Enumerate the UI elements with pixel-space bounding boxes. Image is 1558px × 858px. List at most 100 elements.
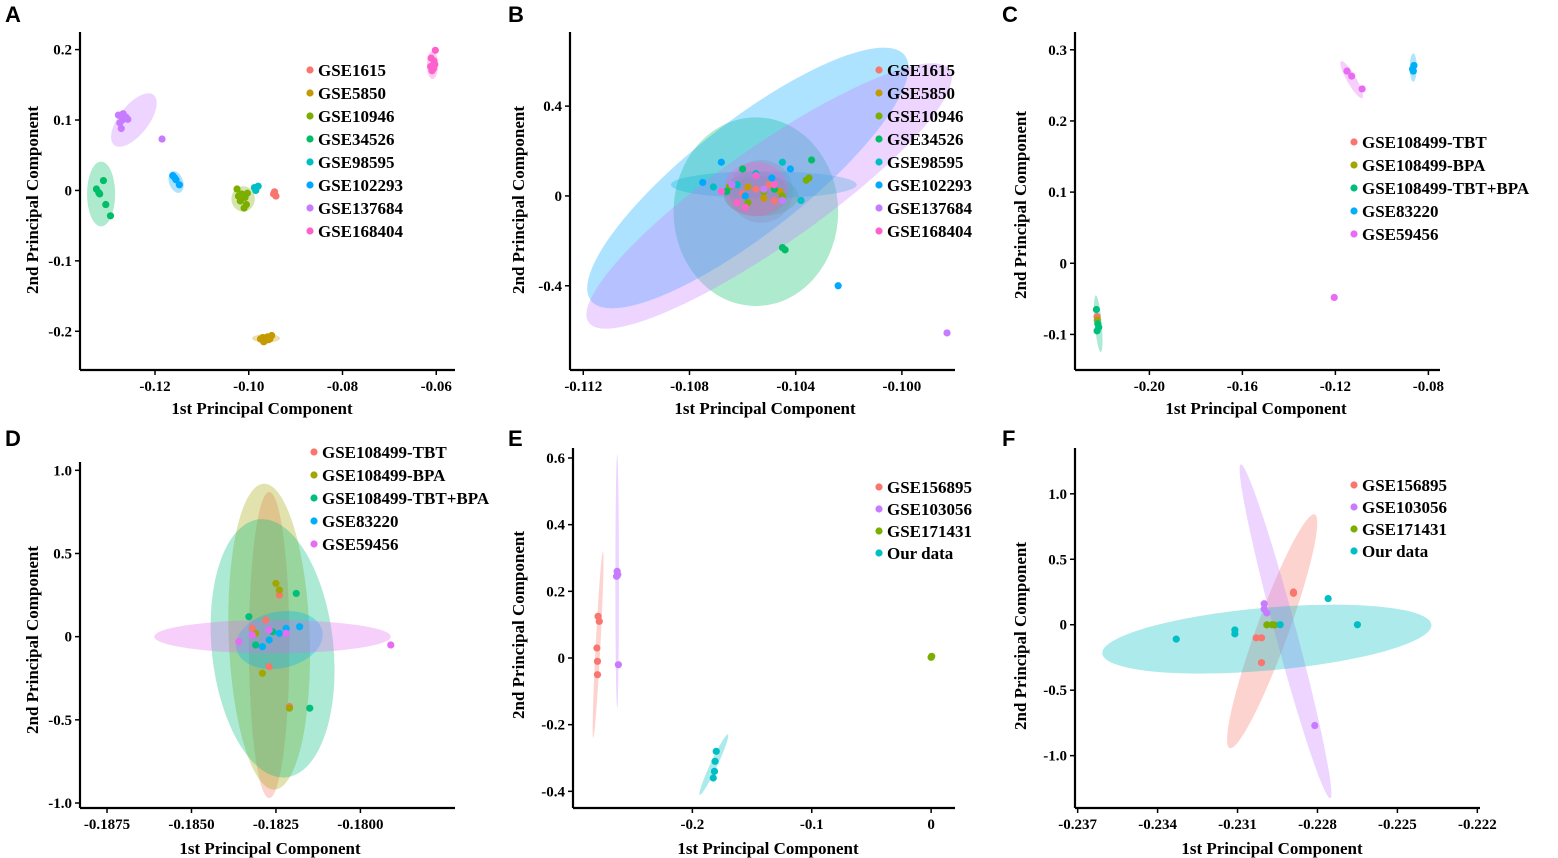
data-point-gse108499-bpa [285, 704, 294, 712]
y-tick-label: -0.2 [541, 718, 565, 734]
x-tick-label: -0.20 [1134, 379, 1165, 395]
data-point-gse171431 [1271, 621, 1279, 629]
data-point-gse156895 [1252, 634, 1260, 642]
y-tick-label: 0 [65, 183, 73, 199]
x-tick-label: -0.06 [421, 379, 453, 395]
x-tick-label: -0.225 [1378, 817, 1417, 833]
x-tick-label: -0.10 [233, 379, 264, 395]
data-point-gse108499-tbt [275, 591, 283, 599]
legend-label: GSE156895 [887, 478, 972, 497]
legend-label: GSE10946 [887, 107, 964, 126]
x-tick-label: -0.16 [1227, 379, 1259, 395]
y-tick-label: 0.4 [543, 99, 562, 115]
panel-letter: D [5, 426, 21, 451]
data-point-gse108499-bpa [272, 579, 280, 588]
legend-label: GSE108499-TBT+BPA [322, 489, 490, 508]
data-point-gse34526 [781, 246, 789, 254]
y-tick-label: -1.0 [48, 796, 72, 812]
y-tick-label: 0 [1060, 618, 1068, 634]
data-point-gse59456 [265, 626, 273, 634]
x-tick-label: -0.104 [776, 379, 815, 395]
data-point-gse137684 [116, 119, 124, 127]
legend-label: GSE137684 [318, 199, 404, 218]
legend-label: GSE59456 [1362, 225, 1439, 244]
data-point-gse156895 [593, 671, 602, 679]
y-tick-label: 0.1 [1048, 185, 1067, 201]
data-point-gse137684 [119, 110, 127, 118]
confidence-ellipse-gse59456 [154, 620, 391, 654]
y-tick-label: -0.4 [541, 784, 565, 800]
data-point-gse98595 [252, 186, 260, 195]
legend-label: GSE168404 [887, 222, 973, 241]
data-point-gse34526 [99, 176, 108, 185]
data-point-gse137684 [760, 185, 768, 193]
x-axis-label: 1st Principal Component [1181, 839, 1363, 858]
data-point-gse59456 [1358, 85, 1366, 93]
legend-key [875, 549, 883, 557]
legend-key [306, 135, 314, 143]
data-point-gse34526 [95, 188, 103, 197]
y-tick-label: -0.1 [48, 254, 72, 270]
confidence-ellipse-gse156895 [1227, 514, 1318, 749]
data-point-gse34526 [738, 165, 747, 173]
legend-label: GSE5850 [887, 84, 955, 103]
legend-key [1350, 184, 1358, 192]
data-point-gse98595 [797, 196, 805, 205]
x-tick-label: -0.100 [883, 379, 922, 395]
y-axis-label: 2nd Principal Component [509, 106, 528, 294]
data-point-gse168404 [741, 203, 749, 211]
legend-label: GSE83220 [1362, 202, 1439, 221]
y-tick-label: 1.0 [53, 463, 72, 479]
data-point-our-data [711, 757, 719, 765]
data-point-gse137684 [778, 196, 787, 205]
data-point-gse59456 [248, 631, 256, 639]
data-point-our-data [712, 747, 720, 755]
legend-key [875, 204, 883, 212]
data-point-gse137684 [124, 115, 132, 123]
legend-key [306, 66, 314, 74]
data-point-gse156895 [1257, 634, 1266, 642]
confidence-ellipse-gse102293 [587, 47, 909, 309]
y-tick-label: -0.4 [538, 279, 562, 295]
data-point-gse83220 [295, 623, 304, 631]
data-point-gse168404 [733, 199, 741, 207]
data-point-gse171431 [1263, 621, 1271, 629]
x-tick-label: -0.108 [670, 379, 709, 395]
data-point-gse1615 [269, 190, 278, 198]
legend-key [1350, 230, 1358, 238]
data-point-gse102293 [741, 192, 749, 200]
y-tick-label: 1.0 [1048, 487, 1067, 503]
data-point-gse156895 [1289, 589, 1298, 597]
panel-letter: C [1002, 2, 1018, 27]
data-point-gse10946 [233, 185, 241, 193]
y-tick-label: -1.0 [1043, 749, 1067, 765]
data-point-gse108499-tbt-bpa [252, 641, 260, 649]
y-tick-label: 0.4 [546, 518, 565, 534]
data-point-our-data [710, 767, 719, 775]
legend-key [875, 89, 883, 97]
data-point-our-data [1353, 621, 1362, 629]
legend-label: GSE108499-TBT [322, 443, 447, 462]
data-point-gse168404 [427, 54, 435, 62]
x-tick-label: -0.12 [139, 379, 170, 395]
data-point-gse98595 [733, 181, 741, 189]
data-point-gse156895 [1257, 659, 1266, 667]
data-point-gse59456 [1343, 67, 1351, 75]
y-tick-label: 0.6 [546, 451, 565, 467]
legend-key [306, 181, 314, 189]
legend-key [875, 227, 883, 235]
data-point-gse102293 [786, 165, 794, 173]
y-axis-label: 2nd Principal Component [23, 106, 42, 294]
y-tick-label: 0.2 [53, 43, 72, 59]
y-axis-label: 2nd Principal Component [509, 531, 528, 719]
data-point-gse156895 [595, 617, 603, 625]
data-point-gse102293 [768, 174, 776, 182]
legend-label: GSE102293 [318, 176, 403, 195]
confidence-ellipse-gse137684 [111, 93, 157, 147]
x-axis-label: 1st Principal Component [1165, 399, 1347, 418]
x-axis-label: 1st Principal Component [677, 839, 859, 858]
data-point-gse59456 [1330, 293, 1338, 302]
legend-label: GSE10946 [318, 107, 395, 126]
legend-label: GSE98595 [318, 153, 395, 172]
